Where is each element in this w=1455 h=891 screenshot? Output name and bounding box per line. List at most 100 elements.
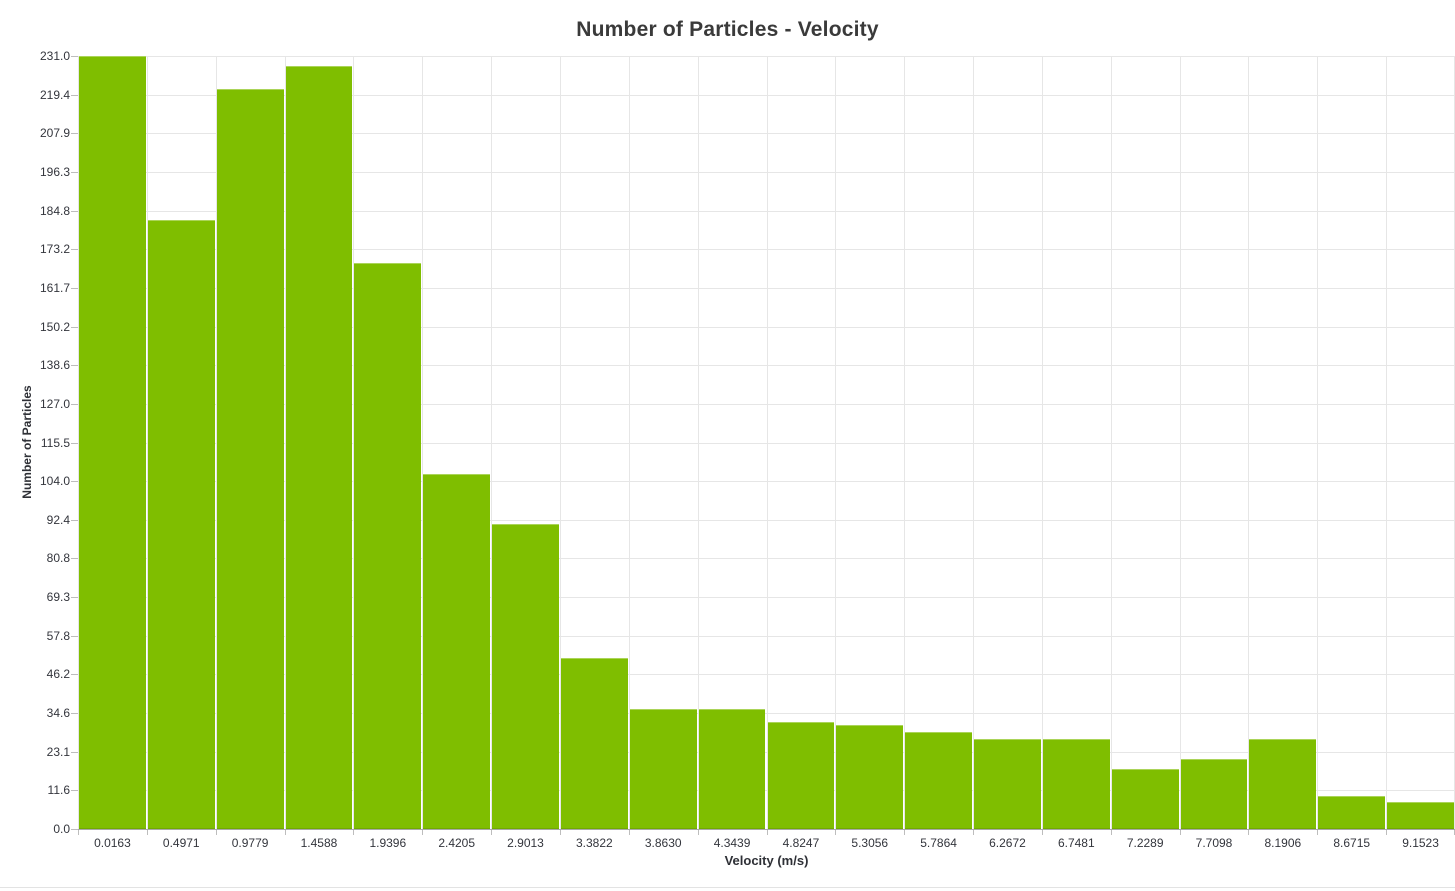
- bar[interactable]: [629, 708, 697, 829]
- bar[interactable]: [1042, 738, 1110, 829]
- x-axis-title: Velocity (m/s): [724, 853, 809, 868]
- x-axis-tick-label: 4.8247: [782, 836, 820, 850]
- x-axis-tick: [1041, 830, 1043, 835]
- x-axis-tick: [835, 830, 837, 835]
- y-axis-tick-label: 138.6: [39, 358, 70, 373]
- x-axis-tick-label: 6.2672: [989, 836, 1026, 850]
- y-axis-tick-label: 104.0: [39, 474, 70, 489]
- x-axis-tick: [904, 830, 906, 835]
- y-axis-tick: [71, 751, 78, 753]
- bar[interactable]: [1111, 768, 1179, 829]
- x-axis-tick: [1386, 830, 1388, 835]
- bar[interactable]: [147, 219, 215, 829]
- y-axis-tick: [71, 56, 78, 57]
- x-axis-tick: [1317, 830, 1319, 835]
- x-axis-tick: [973, 830, 975, 835]
- v-gridline: [1317, 56, 1319, 829]
- bar[interactable]: [216, 89, 284, 829]
- x-axis-tick-label: 1.4588: [300, 836, 338, 850]
- y-axis-tick-label: 150.2: [39, 319, 70, 334]
- v-gridline: [284, 56, 286, 829]
- y-axis-tick-label: 11.6: [47, 783, 70, 798]
- x-axis-tick-label: 5.3056: [851, 836, 889, 850]
- x-axis-tick-label: 2.9013: [507, 836, 544, 850]
- bar[interactable]: [767, 721, 835, 829]
- x-axis-tick-label: 0.4971: [162, 836, 200, 850]
- bar[interactable]: [1318, 795, 1386, 829]
- bar[interactable]: [1387, 802, 1454, 829]
- y-axis-tick-label: 0.0: [53, 822, 70, 836]
- v-gridline: [904, 56, 906, 829]
- x-axis-tick: [1110, 830, 1112, 835]
- bar[interactable]: [492, 524, 559, 829]
- v-gridline: [1386, 56, 1388, 829]
- x-axis-tick: [766, 830, 768, 835]
- x-axis-tick-label: 2.4205: [438, 836, 476, 850]
- x-axis-tick: [559, 830, 561, 835]
- bar[interactable]: [974, 738, 1041, 829]
- y-axis-tick-label: 173.2: [39, 242, 70, 257]
- x-axis-tick: [491, 830, 493, 835]
- x-axis-line: [78, 829, 1455, 830]
- y-axis-tick: [71, 790, 78, 792]
- bar[interactable]: [423, 474, 491, 829]
- v-gridline: [1248, 56, 1250, 829]
- y-axis-tick: [71, 403, 78, 405]
- y-axis-tick-label: 34.6: [46, 706, 70, 721]
- y-axis-tick-label: 184.8: [39, 203, 70, 218]
- x-axis-tick-label: 0.9779: [231, 836, 269, 850]
- y-axis-tick: [71, 94, 78, 96]
- y-axis-tick-label: 115.5: [40, 435, 70, 450]
- y-axis-tick: [71, 829, 78, 830]
- y-axis-tick-label: 219.4: [39, 87, 70, 102]
- x-axis-tick-label: 7.2289: [1126, 836, 1164, 850]
- y-axis-tick: [71, 558, 78, 560]
- x-axis-tick-label: 1.9396: [369, 836, 407, 850]
- x-axis-tick-label: 3.3822: [576, 836, 613, 850]
- x-axis-tick: [215, 830, 217, 835]
- y-axis-tick-label: 161.7: [39, 280, 70, 295]
- page-bottom-border: [0, 887, 1455, 888]
- v-gridline: [422, 56, 424, 829]
- x-axis-tick: [284, 830, 286, 835]
- y-axis-tick: [71, 519, 78, 521]
- y-axis-tick: [71, 635, 78, 637]
- v-gridline: [215, 56, 217, 829]
- v-gridline: [697, 56, 699, 829]
- bar[interactable]: [1249, 738, 1317, 829]
- v-gridline: [146, 56, 148, 829]
- y-axis-tick-label: 23.1: [46, 744, 70, 759]
- x-axis-tick: [146, 830, 148, 835]
- y-axis-tick: [71, 713, 78, 715]
- bar[interactable]: [354, 263, 422, 829]
- v-gridline: [628, 56, 630, 829]
- x-axis-tick-label: 4.3439: [713, 836, 751, 850]
- x-axis-tick-label: 6.7481: [1057, 836, 1095, 850]
- y-axis-tick: [71, 133, 78, 135]
- bar[interactable]: [836, 725, 904, 829]
- bar[interactable]: [285, 66, 353, 829]
- y-axis-tick-label: 127.0: [39, 396, 70, 411]
- y-axis-tick: [71, 674, 78, 676]
- v-gridline: [973, 56, 975, 829]
- x-axis-tick-label: 8.1906: [1264, 836, 1302, 850]
- v-gridline: [1110, 56, 1112, 829]
- x-axis-tick: [1248, 830, 1250, 835]
- bar[interactable]: [560, 658, 628, 829]
- y-axis-tick-label: 207.9: [39, 126, 70, 141]
- x-axis-tick: [78, 830, 79, 835]
- y-axis-tick-label: 57.8: [46, 628, 70, 643]
- chart-title: Number of Particles - Velocity: [576, 18, 879, 41]
- y-axis-tick-label: 46.2: [46, 667, 70, 682]
- v-gridline: [353, 56, 355, 829]
- bar[interactable]: [905, 731, 973, 829]
- bar[interactable]: [698, 708, 766, 829]
- y-axis-tick: [71, 210, 78, 212]
- x-axis-tick: [1179, 830, 1181, 835]
- bar[interactable]: [1180, 758, 1248, 829]
- bar[interactable]: [79, 56, 146, 829]
- x-axis-tick-label: 5.7864: [920, 836, 957, 850]
- y-axis-tick: [71, 442, 78, 444]
- y-axis-tick-label: 69.3: [46, 590, 70, 605]
